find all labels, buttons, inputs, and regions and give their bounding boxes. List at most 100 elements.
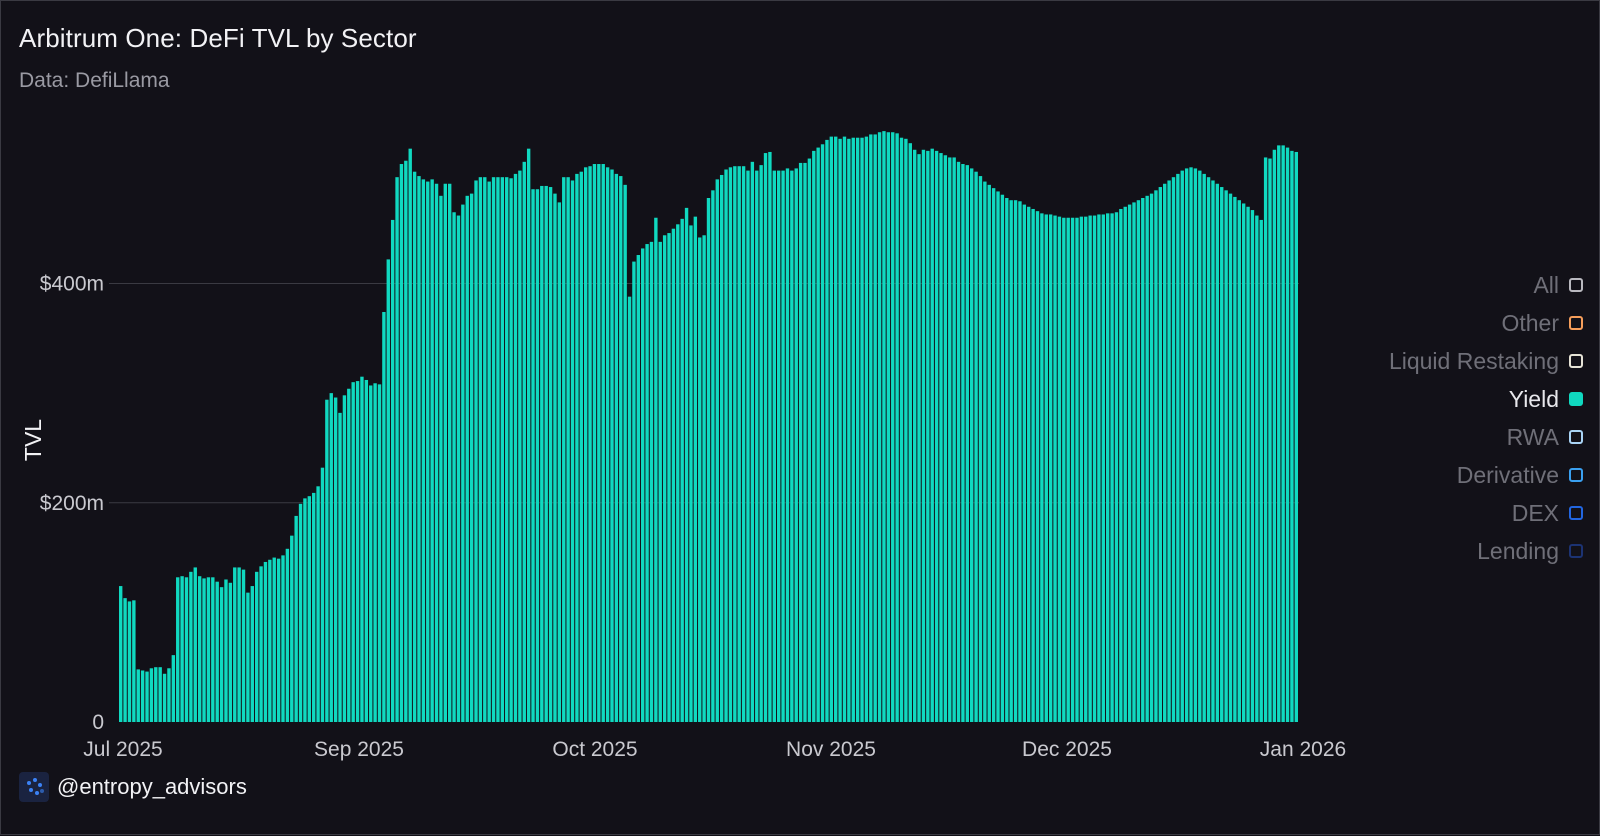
bar[interactable] bbox=[1220, 187, 1224, 723]
bar[interactable] bbox=[224, 579, 228, 722]
bar[interactable] bbox=[1263, 157, 1268, 722]
bar[interactable] bbox=[461, 204, 465, 722]
legend-item-yield[interactable]: Yield bbox=[1509, 380, 1583, 418]
bar[interactable] bbox=[1211, 180, 1215, 722]
bar[interactable] bbox=[1066, 217, 1070, 723]
bar[interactable] bbox=[1048, 214, 1053, 722]
bar[interactable] bbox=[706, 198, 711, 722]
bar[interactable] bbox=[1062, 217, 1066, 723]
bar[interactable] bbox=[254, 571, 259, 722]
bar[interactable] bbox=[1097, 214, 1101, 722]
bar[interactable] bbox=[386, 259, 390, 722]
bar[interactable] bbox=[579, 171, 583, 722]
legend-item-lending[interactable]: Lending bbox=[1477, 532, 1583, 570]
bar[interactable] bbox=[158, 667, 162, 722]
bar[interactable] bbox=[548, 187, 553, 723]
bar[interactable] bbox=[500, 177, 505, 722]
bar[interactable] bbox=[978, 176, 983, 722]
bar[interactable] bbox=[522, 161, 526, 722]
bar[interactable] bbox=[382, 312, 386, 722]
bar[interactable] bbox=[553, 193, 557, 722]
bar[interactable] bbox=[1018, 201, 1022, 723]
bar[interactable] bbox=[1132, 202, 1136, 722]
bar[interactable] bbox=[908, 143, 912, 722]
bar[interactable] bbox=[1189, 167, 1193, 722]
bar[interactable] bbox=[1233, 196, 1237, 722]
bar[interactable] bbox=[904, 138, 908, 722]
bar[interactable] bbox=[1202, 173, 1206, 722]
bar[interactable] bbox=[1250, 210, 1255, 722]
bar[interactable] bbox=[1031, 208, 1035, 723]
bar[interactable] bbox=[1193, 168, 1198, 722]
legend-item-rwa[interactable]: RWA bbox=[1507, 418, 1583, 456]
bar[interactable] bbox=[149, 668, 154, 722]
bar[interactable] bbox=[1013, 200, 1018, 722]
bar[interactable] bbox=[1272, 149, 1277, 722]
bar[interactable] bbox=[825, 139, 829, 722]
bar[interactable] bbox=[939, 153, 943, 722]
bar[interactable] bbox=[934, 150, 939, 722]
bar[interactable] bbox=[360, 376, 364, 722]
bar[interactable] bbox=[1110, 213, 1114, 722]
bar[interactable] bbox=[1281, 145, 1285, 722]
bar[interactable] bbox=[535, 189, 540, 723]
bar[interactable] bbox=[228, 582, 233, 722]
bar[interactable] bbox=[1268, 158, 1272, 723]
bar[interactable] bbox=[364, 379, 369, 722]
bar[interactable] bbox=[1079, 216, 1084, 722]
bar[interactable] bbox=[899, 137, 904, 722]
bar[interactable] bbox=[855, 137, 860, 722]
bar[interactable] bbox=[540, 185, 544, 722]
bar[interactable] bbox=[829, 136, 834, 722]
bar[interactable] bbox=[513, 173, 518, 722]
bar[interactable] bbox=[478, 177, 483, 722]
bar[interactable] bbox=[755, 170, 759, 723]
bar[interactable] bbox=[465, 195, 469, 722]
bar[interactable] bbox=[320, 467, 325, 722]
bar[interactable] bbox=[1000, 194, 1005, 723]
bar[interactable] bbox=[838, 138, 842, 722]
bar[interactable] bbox=[167, 668, 171, 722]
bar[interactable] bbox=[206, 577, 211, 722]
bar[interactable] bbox=[154, 667, 158, 722]
bar[interactable] bbox=[1246, 206, 1250, 722]
bar[interactable] bbox=[711, 190, 715, 722]
bar[interactable] bbox=[636, 255, 641, 722]
bar[interactable] bbox=[842, 136, 847, 722]
bar[interactable] bbox=[684, 207, 689, 722]
bar[interactable] bbox=[303, 498, 307, 722]
bar[interactable] bbox=[917, 154, 921, 722]
bar[interactable] bbox=[619, 176, 623, 722]
bar[interactable] bbox=[1149, 193, 1154, 722]
bar[interactable] bbox=[785, 168, 790, 722]
bar[interactable] bbox=[509, 178, 513, 722]
bar[interactable] bbox=[654, 217, 658, 723]
bar[interactable] bbox=[1294, 151, 1298, 722]
bar[interactable] bbox=[873, 134, 877, 723]
bar[interactable] bbox=[1022, 204, 1027, 722]
bar[interactable] bbox=[202, 578, 206, 722]
bar[interactable] bbox=[921, 149, 926, 722]
bar[interactable] bbox=[834, 136, 838, 722]
bar[interactable] bbox=[1228, 193, 1233, 722]
bar[interactable] bbox=[961, 164, 965, 722]
bar[interactable] bbox=[588, 166, 592, 722]
bar[interactable] bbox=[1141, 198, 1145, 722]
bar[interactable] bbox=[987, 184, 991, 723]
bar[interactable] bbox=[1184, 168, 1189, 722]
bar[interactable] bbox=[1009, 200, 1013, 722]
bar[interactable] bbox=[562, 177, 566, 722]
bar[interactable] bbox=[768, 151, 772, 722]
bar[interactable] bbox=[180, 576, 184, 722]
bar[interactable] bbox=[1237, 200, 1241, 722]
bar[interactable] bbox=[241, 569, 246, 722]
bar[interactable] bbox=[377, 384, 382, 722]
bar[interactable] bbox=[1167, 180, 1171, 722]
bar[interactable] bbox=[518, 170, 522, 723]
bar[interactable] bbox=[395, 177, 399, 722]
bar[interactable] bbox=[926, 150, 930, 722]
bar[interactable] bbox=[583, 167, 588, 722]
bar[interactable] bbox=[715, 179, 719, 722]
bar[interactable] bbox=[281, 555, 285, 722]
bar[interactable] bbox=[728, 167, 733, 722]
